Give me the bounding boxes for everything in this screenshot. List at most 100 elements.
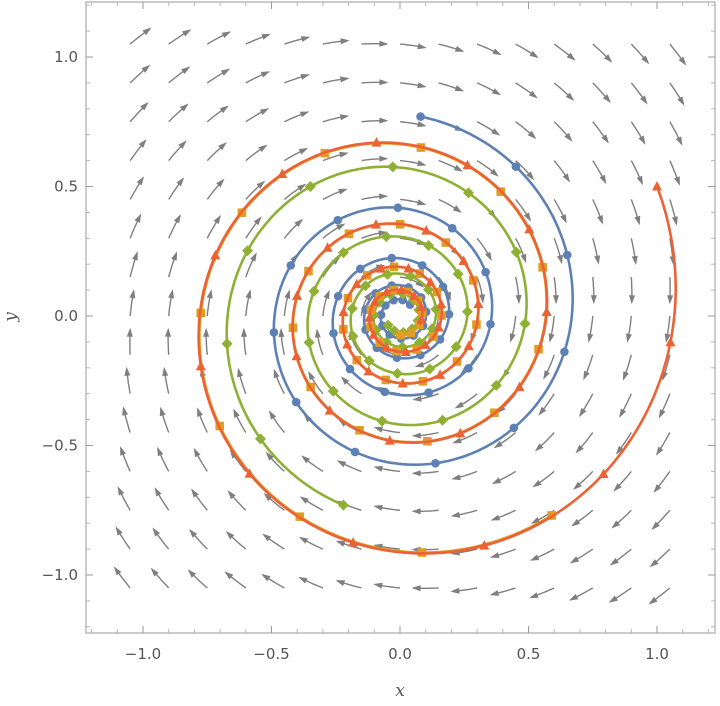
trajectory-3-point-26 bbox=[397, 377, 408, 388]
trajectory-3-point-27 bbox=[363, 365, 374, 376]
trajectory-0-point-17 bbox=[380, 387, 390, 397]
streamline-arrow-62 bbox=[263, 492, 273, 502]
streamline-arrow-188 bbox=[594, 255, 601, 265]
streamline-arrow-33 bbox=[193, 447, 201, 458]
streamline-arrow-147 bbox=[491, 88, 502, 96]
trajectory-1-point-3 bbox=[242, 245, 254, 257]
streamline-arrow-115 bbox=[417, 160, 427, 167]
streamline-arrow-145 bbox=[490, 168, 499, 177]
streamline-arrow-163 bbox=[529, 50, 539, 59]
streamline-arrow-223 bbox=[678, 56, 687, 66]
streamline-arrow-184 bbox=[578, 407, 587, 417]
streamline-arrow-195 bbox=[609, 557, 619, 566]
streamline-arrow-152 bbox=[491, 477, 502, 484]
streamline-arrow-107 bbox=[373, 504, 383, 511]
streamline-arrow-69 bbox=[294, 218, 304, 228]
streamline-arrow-9 bbox=[134, 213, 142, 223]
streamline-arrow-30 bbox=[187, 569, 197, 578]
trajectory-3-point-21 bbox=[421, 225, 432, 235]
streamline-arrow-118 bbox=[417, 43, 427, 50]
streamline-arrow-122 bbox=[411, 470, 421, 477]
trajectory-3-point-38 bbox=[381, 342, 392, 352]
trajectory-0-point-45 bbox=[398, 295, 408, 305]
streamline-arrow-99 bbox=[378, 230, 388, 237]
streamline-arrow-119 bbox=[411, 585, 421, 592]
streamline-arrow-29 bbox=[182, 29, 192, 37]
trajectory-1-point-20 bbox=[450, 341, 462, 353]
trajectory-3-point-6 bbox=[195, 360, 206, 371]
trajectory-0-point-15 bbox=[464, 364, 473, 373]
streamline-arrow-26 bbox=[178, 140, 187, 149]
streamline-arrow-85 bbox=[338, 188, 348, 195]
streamline-arrow-133 bbox=[454, 46, 465, 52]
trajectory-0-point-18 bbox=[345, 364, 355, 374]
trajectory-1-point-1 bbox=[254, 433, 266, 445]
streamline-arrow-86 bbox=[339, 151, 349, 158]
y-tick-label: 0.5 bbox=[54, 178, 78, 196]
trajectory-1-point-28 bbox=[405, 270, 417, 282]
streamline-arrow-153 bbox=[493, 440, 503, 449]
streamline-arrow-219 bbox=[671, 216, 678, 226]
trajectory-3-point-1 bbox=[665, 336, 676, 347]
streamline-arrow-204 bbox=[634, 215, 641, 226]
trajectory-1-point-22 bbox=[391, 368, 403, 380]
streamline-arrow-46 bbox=[225, 531, 235, 540]
trajectory-1-point-9 bbox=[490, 379, 502, 391]
trajectory-3-point-9 bbox=[371, 137, 382, 147]
streamline-arrow-189 bbox=[597, 215, 603, 225]
streamline-arrow-211 bbox=[651, 521, 660, 530]
trajectory-0-point-42 bbox=[376, 310, 386, 320]
streamline-arrow-177 bbox=[565, 92, 575, 101]
trajectory-3-point-0 bbox=[652, 181, 662, 191]
streamline-arrow-121 bbox=[411, 508, 421, 515]
streamline-arrow-54 bbox=[253, 216, 262, 226]
streamline-arrow-192 bbox=[602, 94, 611, 103]
trajectory-3-point-15 bbox=[384, 435, 395, 445]
trajectory-0-point-0 bbox=[416, 112, 425, 121]
streamline-arrow-209 bbox=[648, 596, 658, 605]
y-tick-label: 0.0 bbox=[54, 307, 78, 325]
streamline-arrow-221 bbox=[675, 136, 683, 146]
streamline-arrow-178 bbox=[566, 52, 576, 61]
trajectory-line-3 bbox=[197, 141, 677, 555]
trajectory-0-point-23 bbox=[417, 261, 427, 270]
streamline-arrow-164 bbox=[529, 592, 539, 599]
streamline-arrow-90 bbox=[335, 580, 346, 586]
streamline-arrow-58 bbox=[260, 71, 271, 78]
streamline-arrow-214 bbox=[658, 409, 666, 419]
streamline-arrow-175 bbox=[562, 173, 571, 183]
streamline-arrow-160 bbox=[526, 171, 535, 181]
streamline-arrow-165 bbox=[529, 554, 540, 561]
streamline-arrow-167 bbox=[532, 479, 542, 488]
streamline-arrow-139 bbox=[454, 401, 464, 409]
trajectory-3-point-40 bbox=[364, 312, 375, 322]
streamline-arrow-65 bbox=[273, 368, 280, 379]
trajectory-1-point-4 bbox=[304, 181, 316, 193]
streamline-arrow-124 bbox=[412, 395, 422, 402]
trajectory-3-point-46 bbox=[416, 314, 427, 324]
streamline-arrow-112 bbox=[415, 279, 425, 288]
trajectory-0-point-16 bbox=[424, 388, 434, 397]
trajectory-1-point-18 bbox=[452, 268, 464, 280]
streamline-arrow-6 bbox=[126, 327, 133, 337]
streamline-arrow-15 bbox=[150, 567, 159, 577]
streamline-arrow-146 bbox=[491, 128, 501, 136]
trajectory-0-point-20 bbox=[333, 291, 343, 301]
streamline-arrow-208 bbox=[641, 55, 650, 65]
trajectory-3-point-39 bbox=[368, 329, 379, 339]
streamline-arrow-47 bbox=[227, 490, 236, 500]
streamline-arrow-91 bbox=[335, 540, 346, 547]
streamline-arrow-158 bbox=[520, 253, 527, 264]
streamline-arrow-150 bbox=[490, 552, 500, 558]
streamline-arrow-151 bbox=[490, 514, 501, 521]
trajectory-3-point-22 bbox=[458, 255, 469, 265]
trajectory-0-point-7 bbox=[291, 397, 301, 407]
streamline-arrow-22 bbox=[168, 289, 174, 299]
streamline-arrow-43 bbox=[220, 68, 231, 76]
streamline-arrow-74 bbox=[300, 36, 311, 42]
trajectory-3-point-3 bbox=[479, 540, 490, 550]
streamline-arrow-44 bbox=[221, 31, 232, 38]
streamline-arrow-179 bbox=[568, 594, 579, 601]
streamline-arrow-56 bbox=[258, 144, 268, 153]
